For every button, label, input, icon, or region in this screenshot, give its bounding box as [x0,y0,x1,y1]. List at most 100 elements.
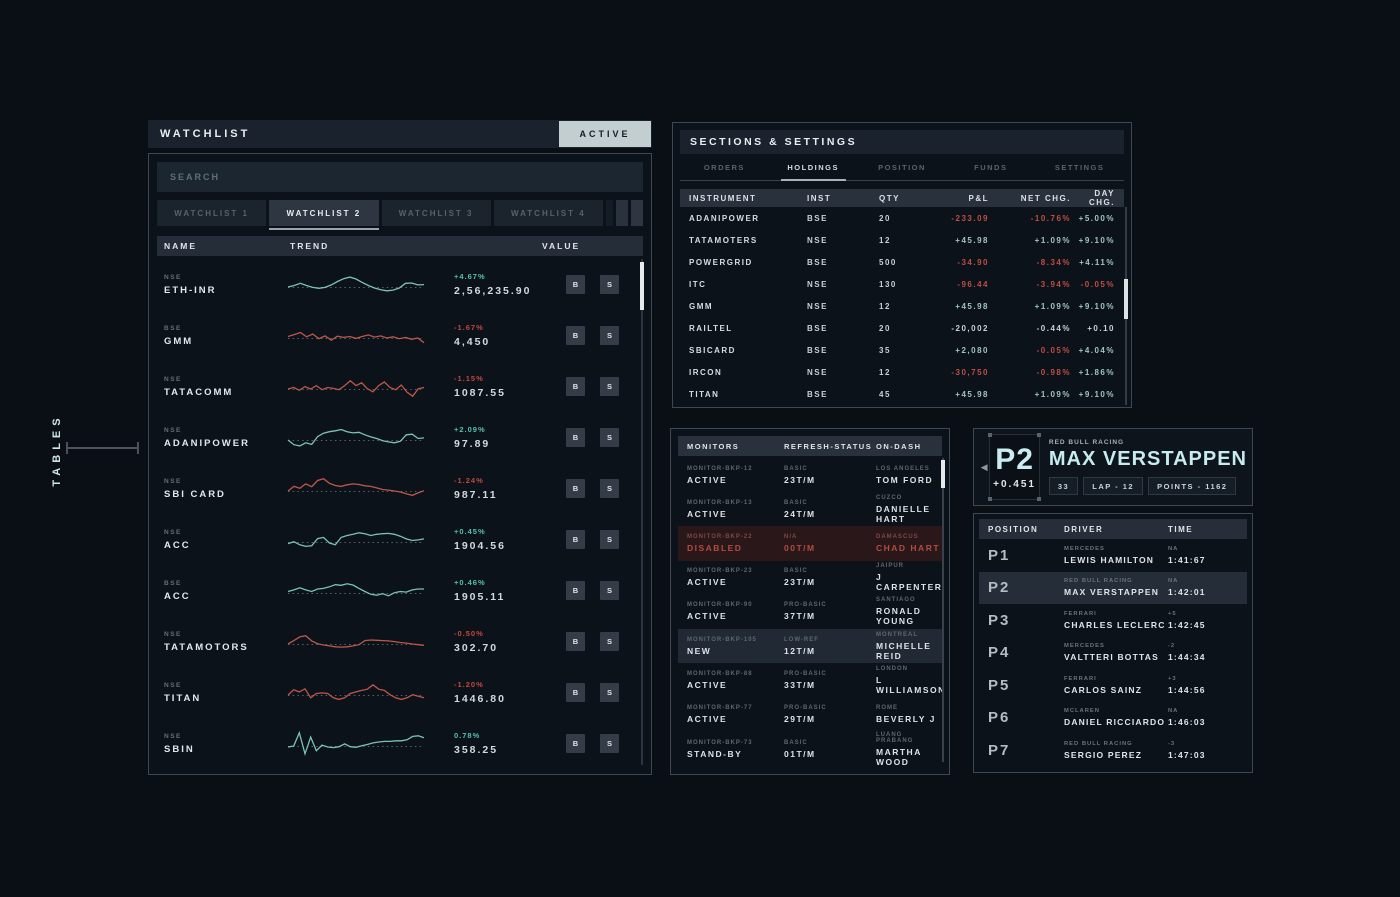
watchlist-row[interactable]: BSE ACC +0.46% 1905.11 B S [157,565,643,616]
sections-title: SECTIONS & SETTINGS [680,130,1124,154]
monitor-cell: LONDON L WILLIAMSON [876,666,946,695]
holdings-row[interactable]: ITC NSE 130 -96.44 -3.94% -0.05% [680,273,1124,295]
chevron-left-icon[interactable]: ◀ [979,434,989,500]
watchlist-row[interactable]: NSE TITAN -1.20% 1446.80 B S [157,667,643,718]
buy-button[interactable]: B [566,377,585,396]
watchlist-tab[interactable]: WATCHLIST 2 [269,200,379,230]
watchlist-row[interactable]: NSE ADANIPOWER +2.09% 97.89 B S [157,412,643,463]
buy-button[interactable]: B [566,530,585,549]
monitor-row[interactable]: MONITOR-BKP-88 ACTIVE PRO-BASIC 33T/M LONDON… [678,663,944,697]
monitor-row[interactable]: MONITOR-BKP-105 NEW LOW-REF 12T/M MONTREAL MI… [678,628,942,664]
watchlist-row[interactable]: BSE GMM -1.67% 4,450 B S [157,310,643,361]
standings-row[interactable]: P1 MERCEDES LEWIS HAMILTON NA 1:41:67 [979,539,1247,572]
net-change: -10.76% [1030,213,1071,223]
refresh-rate: 00T/M [784,542,816,553]
active-toggle-button[interactable]: ACTIVE [559,121,651,147]
buy-button[interactable]: B [566,734,585,753]
tab-orders[interactable]: ORDERS [680,154,769,180]
sell-button[interactable]: S [600,377,619,396]
standings-row[interactable]: P6 MCLAREN DANIEL RICCIARDO NA 1:46:03 [979,702,1247,735]
tab-overflow-bar[interactable] [606,200,613,226]
monitor-status: NEW [687,645,712,656]
monitor-row[interactable]: MONITOR-BKP-73 STAND-BY BASIC 01T/M LUANG PR… [678,732,942,767]
holdings-row[interactable]: TATAMOTERS NSE 12 +45.98 +1.09% +9.10% [680,229,1124,251]
tab-overflow-bar[interactable] [631,200,643,226]
monitor-row[interactable]: MONITOR-BKP-23 ACTIVE BASIC 23T/M JAIPUR J CA… [678,561,942,595]
quantity: 130 [879,279,897,289]
watchlist-tab[interactable]: WATCHLIST 1 [157,200,267,226]
buy-button[interactable]: B [566,326,585,345]
sell-button[interactable]: S [600,734,619,753]
owner-name: MICHELLE REID [876,640,932,661]
buy-button[interactable]: B [566,479,585,498]
standings-row[interactable]: P7 RED BULL RACING SERGIO PEREZ -3 1:47:03 [979,734,1247,767]
watchlist-row[interactable]: NSE ETH-INR +4.67% 2,56,235.90 B S [157,259,643,310]
trend-cell [286,573,454,609]
monitor-row[interactable]: MONITOR-BKP-90 ACTIVE PRO-BASIC 37T/M SANTIA… [678,595,942,629]
exchange-label: NSE [164,630,182,638]
standings-row[interactable]: P4 MERCEDES VALTTERI BOTTAS -2 1:44:34 [979,637,1247,670]
monitor-cell: SANTIAGO RONALD YOUNG [876,597,942,626]
sell-button[interactable]: S [600,275,619,294]
buy-button[interactable]: B [566,632,585,651]
time-cell: +3 1:44:56 [1168,676,1247,695]
watchlist-row[interactable]: NSE SBIN 0.78% 358.25 B S [157,718,643,769]
monitor-row[interactable]: MONITOR-BKP-12 ACTIVE BASIC 23T/M LOS ANGELE… [678,458,942,492]
value-cell: -1.20% 1446.80 [454,680,566,705]
standings-row[interactable]: P3 FERRARI CHARLES LECLERC +5 1:42:45 [979,604,1247,637]
buy-button[interactable]: B [566,275,585,294]
tab-position[interactable]: POSITION [858,154,947,180]
monitors-scroll-thumb[interactable] [941,460,945,488]
holdings-row[interactable]: TITAN BSE 45 +45.98 +1.09% +9.10% [680,383,1124,405]
day-change: +5.00% [1078,213,1115,223]
sell-button[interactable]: S [600,479,619,498]
value-cell: -0.50% 302.70 [454,629,566,654]
race-stat-badge[interactable]: 33 [1048,477,1079,495]
watchlist-scroll-thumb[interactable] [640,262,644,310]
watchlist-tab[interactable]: WATCHLIST 4 [493,200,603,226]
tab-overflow-bar[interactable] [616,200,628,226]
instrument-name: ETH-INR [164,284,217,296]
monitor-cell: ROME BEVERLY J [876,705,942,724]
watchlist-row[interactable]: NSE ACC +0.45% 1904.56 B S [157,514,643,565]
sell-button[interactable]: S [600,581,619,600]
race-stat-badge[interactable]: LAP - 12 [1083,477,1144,495]
sell-button[interactable]: S [600,683,619,702]
standings-row[interactable]: P5 FERRARI CARLOS SAINZ +3 1:44:56 [979,669,1247,702]
holdings-row[interactable]: ADANIPOWER BSE 20 -233.09 -10.76% +5.00% [680,207,1124,229]
owner-name: CHAD HART [876,542,941,553]
holdings-row[interactable]: IRCON NSE 12 -30,750 -0.98% +1.86% [680,361,1124,383]
holdings-row[interactable]: GMM NSE 12 +45.98 +1.09% +9.10% [680,295,1124,317]
monitor-row[interactable]: MONITOR-BKP-13 ACTIVE BASIC 24T/M CUZCO DANIE… [678,492,942,526]
watchlist-tab[interactable]: WATCHLIST 3 [381,200,491,226]
buy-button[interactable]: B [566,581,585,600]
quantity: 20 [879,213,891,223]
race-stat-badge[interactable]: POINTS - 1162 [1148,477,1237,495]
monitor-status: DISABLED [687,542,743,553]
search-input[interactable] [157,162,643,192]
monitor-row[interactable]: MONITOR-BKP-22 DISABLED N/A 00T/M DAMASCUS CH… [678,526,942,561]
buy-button[interactable]: B [566,428,585,447]
watchlist-row[interactable]: NSE SBI CARD -1.24% 987.11 B S [157,463,643,514]
sell-button[interactable]: S [600,326,619,345]
sell-button[interactable]: S [600,632,619,651]
race-badges: 33 LAP - 12 POINTS - 1162 [1048,477,1247,495]
trend-sparkline [287,582,424,597]
sell-button[interactable]: S [600,530,619,549]
tab-funds[interactable]: FUNDS [946,154,1035,180]
standings-row[interactable]: P2 RED BULL RACING MAX VERSTAPPEN NA 1:42:01 [979,571,1247,604]
holdings-row[interactable]: RAILTEL BSE 20 -20,002 -0.44% +0.10 [680,317,1124,339]
tab-holdings[interactable]: HOLDINGS [769,154,858,181]
monitor-row[interactable]: MONITOR-BKP-77 ACTIVE PRO-BASIC 29T/M ROME BE… [678,697,942,731]
buy-button[interactable]: B [566,683,585,702]
instrument-cell: NSE SBI CARD [164,478,286,500]
sell-button[interactable]: S [600,428,619,447]
watchlist-row[interactable]: NSE TATAMOTORS -0.50% 302.70 B S [157,616,643,667]
holdings-row[interactable]: SBICARD BSE 35 +2,080 -0.05% +4.04% [680,339,1124,361]
holdings-scroll-thumb[interactable] [1124,279,1128,319]
holdings-row[interactable]: POWERGRID BSE 500 -34.90 -8.34% +4.11% [680,251,1124,273]
watchlist-row[interactable]: NSE TATACOMM -1.15% 1087.55 B S [157,361,643,412]
tab-settings[interactable]: SETTINGS [1035,154,1124,180]
race-team-label: RED BULL RACING [1048,439,1125,446]
trend-sparkline [287,683,425,700]
